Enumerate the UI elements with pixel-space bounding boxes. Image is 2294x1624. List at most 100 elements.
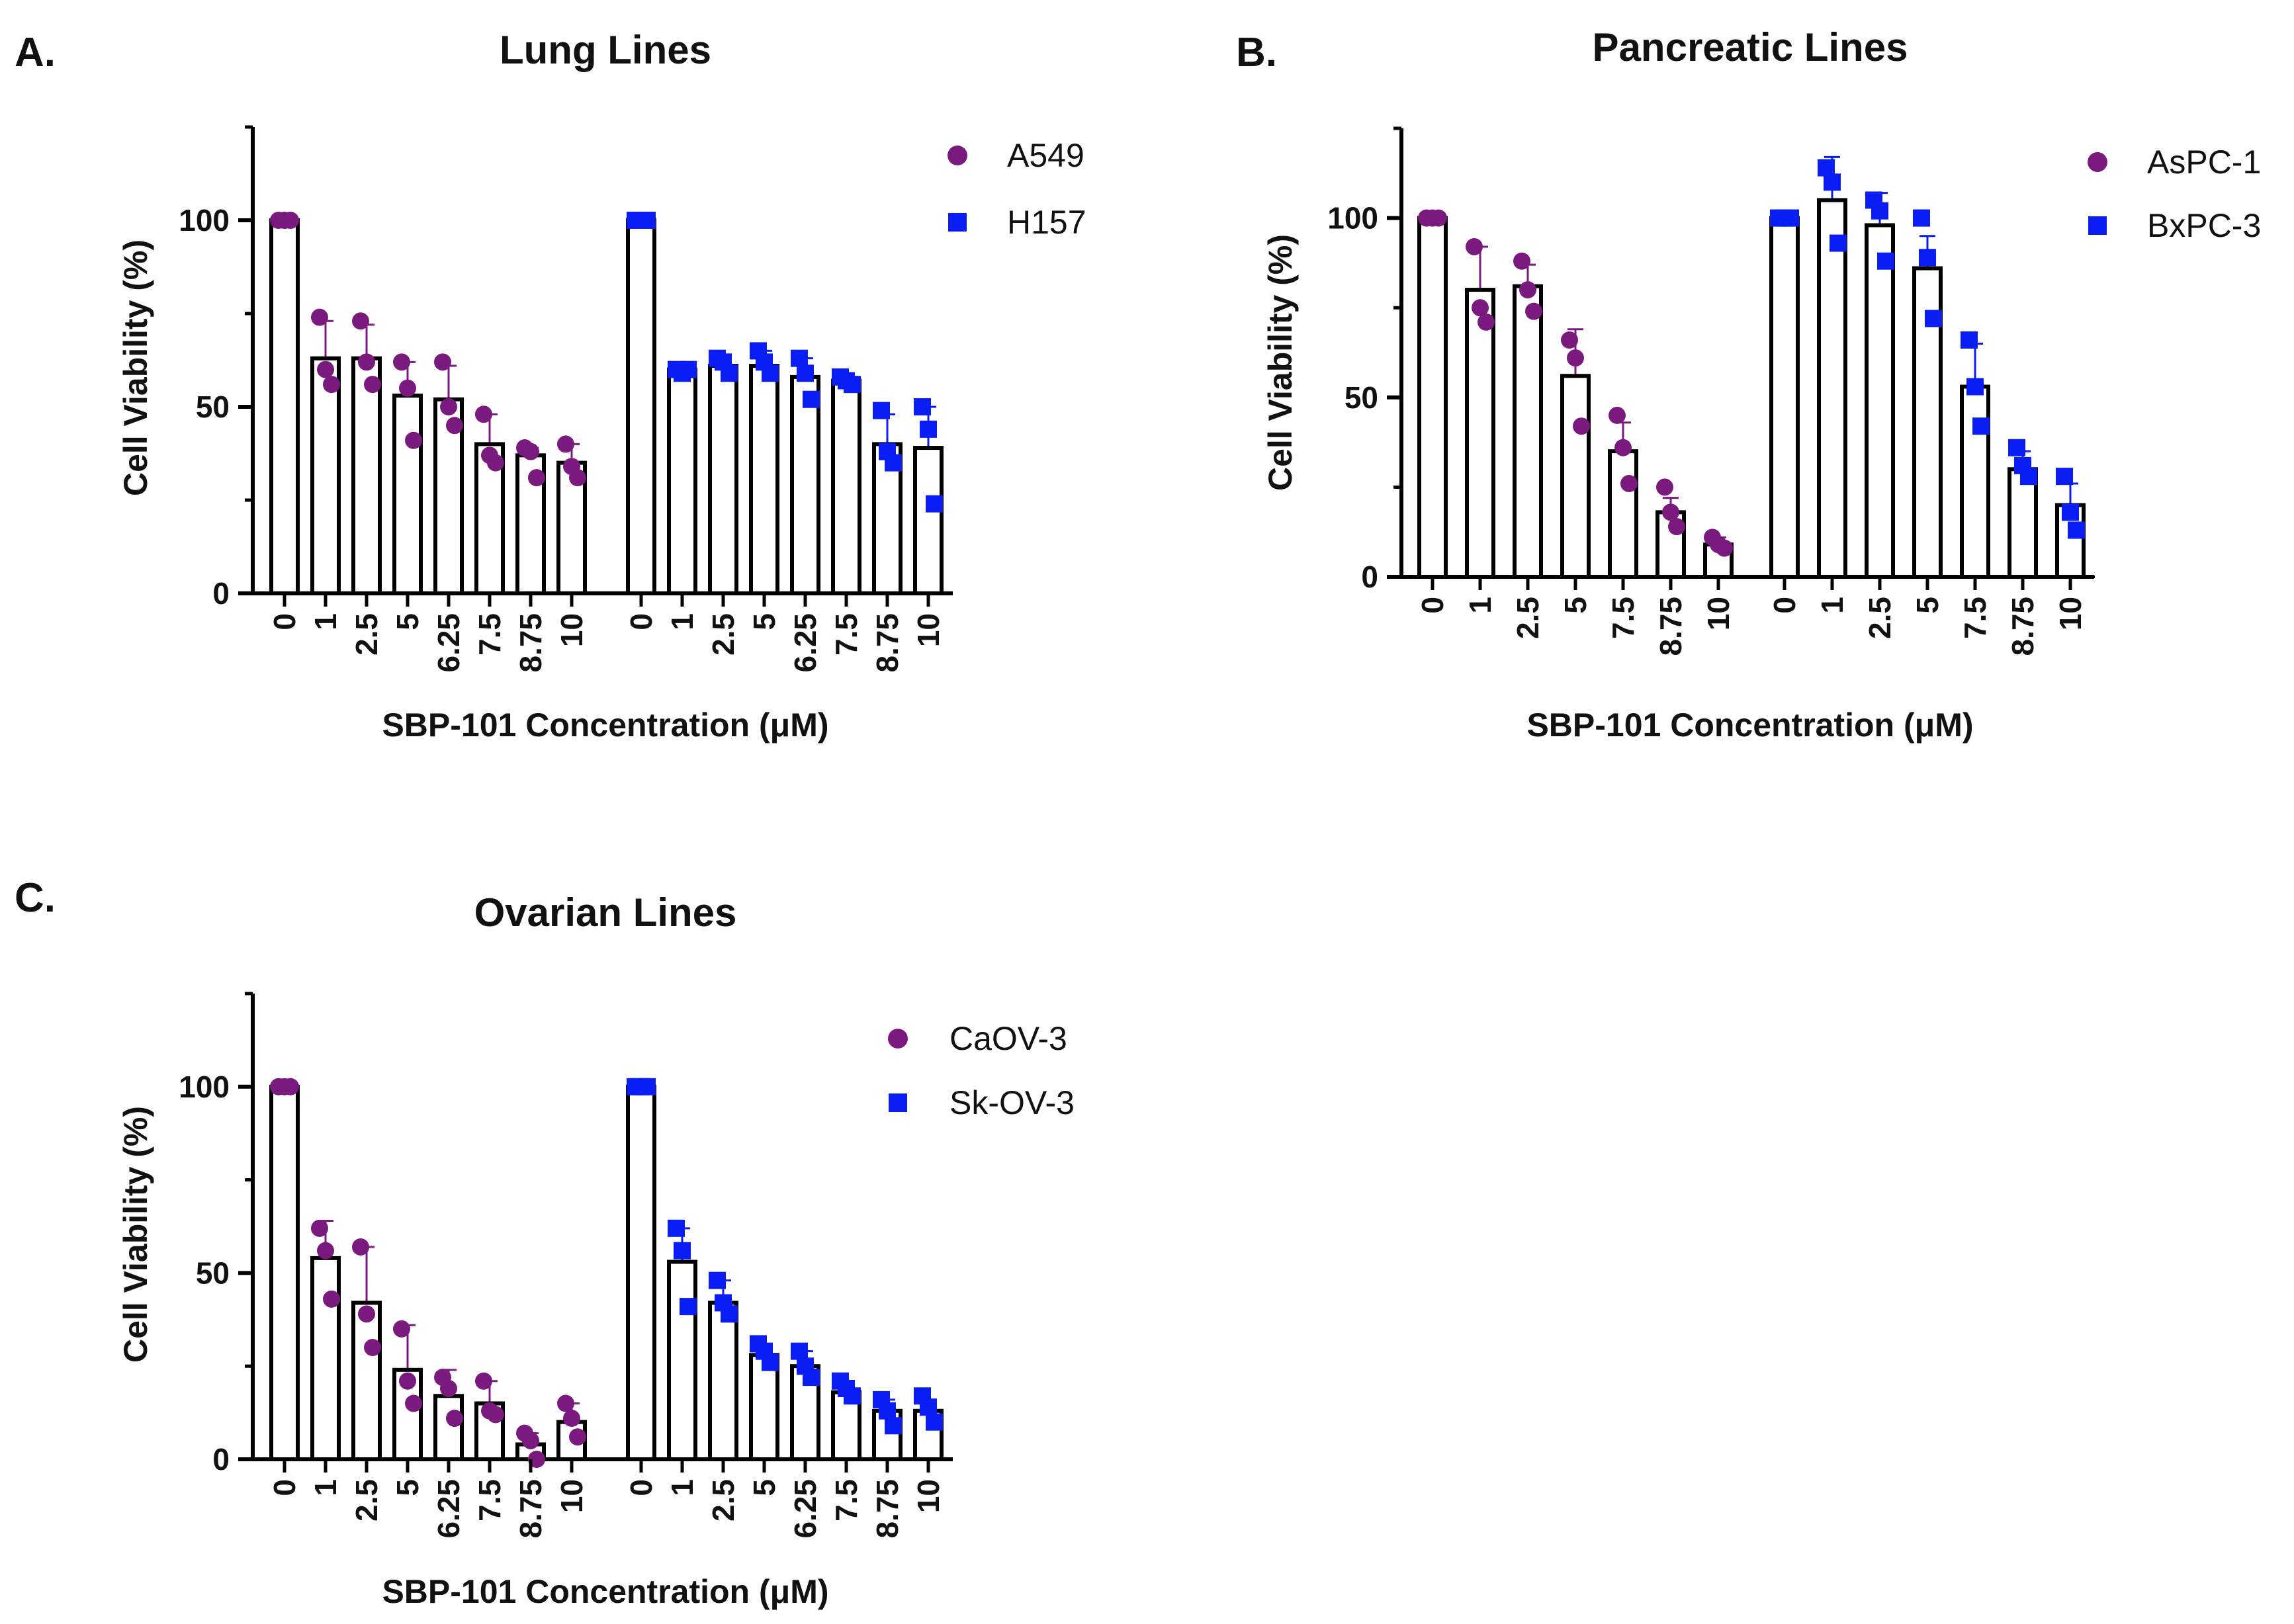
data-point-a549 <box>446 417 463 435</box>
data-point-caov-3 <box>364 1339 381 1357</box>
data-point-aspc-1 <box>1472 299 1489 317</box>
data-point-caov-3 <box>358 1305 375 1323</box>
data-point-caov-3 <box>399 1372 416 1390</box>
bar-aspc-1-7-5 <box>1608 449 1638 579</box>
data-point-bxpc-3 <box>2062 503 2079 521</box>
data-point-bxpc-3 <box>1919 249 1936 267</box>
data-point-sk-ov-3 <box>762 1353 779 1371</box>
x-tick-label: 0 <box>1415 597 1450 614</box>
bar-h157-6-25 <box>790 374 820 595</box>
data-point-a549 <box>282 212 299 229</box>
legend: A549 H157 <box>948 137 1086 241</box>
data-point-a549 <box>522 443 539 460</box>
data-point-caov-3 <box>405 1394 422 1412</box>
bar-caov-3-6-25 <box>433 1394 464 1462</box>
y-axis-label: Cell Viability (%) <box>117 239 154 496</box>
x-tick-label: 5 <box>390 613 425 630</box>
data-point-caov-3 <box>352 1238 369 1256</box>
data-point-h157 <box>920 420 937 438</box>
data-point-caov-3 <box>563 1410 580 1428</box>
bar-sk-ov-3-2-5 <box>708 1301 738 1462</box>
x-axis-label: SBP-101 Concentration (μM) <box>382 1573 828 1610</box>
data-point-aspc-1 <box>1620 474 1638 492</box>
data-point-h157 <box>844 376 861 394</box>
x-tick-label: 1 <box>1815 597 1849 614</box>
x-tick-label: 1 <box>665 613 699 630</box>
data-point-bxpc-3 <box>1972 417 1990 435</box>
y-tick-label: 100 <box>1327 201 1378 235</box>
data-point-caov-3 <box>446 1410 463 1428</box>
data-point-a549 <box>317 361 334 378</box>
x-tick-label: 5 <box>747 1479 781 1496</box>
data-point-h157 <box>926 495 943 513</box>
x-tick-label: 8.75 <box>870 613 904 673</box>
x-tick-label: 0 <box>267 613 302 630</box>
x-tick-label: 1 <box>308 1479 343 1496</box>
data-point-caov-3 <box>557 1394 574 1412</box>
x-tick-label: 2.5 <box>349 613 384 656</box>
x-tick-label: 6.25 <box>431 613 466 673</box>
data-point-bxpc-3 <box>2008 439 2025 456</box>
y-tick-label: 0 <box>212 576 230 611</box>
data-point-bxpc-3 <box>1830 234 1847 252</box>
x-tick-label: 6.25 <box>788 1479 822 1539</box>
bar-caov-3-0 <box>269 1084 300 1462</box>
panel-c-ovarian-lines: C. Ovarian Lines Cell Viability (%) SBP-… <box>15 875 1075 1610</box>
bar-bxpc-3-2-5 <box>1865 223 1895 579</box>
data-point-sk-ov-3 <box>803 1369 820 1387</box>
data-point-a549 <box>434 353 451 371</box>
x-tick-label: 7.5 <box>829 613 863 656</box>
bar-bxpc-3-8-75 <box>2007 467 2038 579</box>
x-tick-label: 10 <box>2053 597 2088 630</box>
bar-bxpc-3-7-5 <box>1960 384 1990 579</box>
bar-sk-ov-3-1 <box>667 1260 697 1462</box>
chart-title: Pancreatic Lines <box>1593 25 1908 69</box>
legend-marker-aspc1 <box>2088 152 2107 172</box>
legend-marker-a549 <box>948 146 967 165</box>
bar-caov-3-2-5 <box>351 1301 382 1462</box>
bar-h157-10 <box>913 446 944 595</box>
data-point-bxpc-3 <box>1925 310 1942 327</box>
data-point-a549 <box>475 406 492 423</box>
x-tick-label: 1 <box>308 613 343 630</box>
x-tick-label: 7.5 <box>472 1479 507 1521</box>
x-tick-label: 6.25 <box>431 1479 466 1539</box>
data-point-bxpc-3 <box>1871 202 1888 220</box>
x-tick-label: 8.75 <box>2006 597 2040 656</box>
bar-a549-1 <box>310 356 341 595</box>
data-point-a549 <box>405 431 422 449</box>
x-tick-label: 7.5 <box>1606 597 1640 639</box>
x-tick-label: 2.5 <box>1511 597 1545 639</box>
data-point-sk-ov-3 <box>791 1342 808 1360</box>
data-point-aspc-1 <box>1614 439 1632 456</box>
chart-title: Ovarian Lines <box>474 890 737 935</box>
data-point-caov-3 <box>317 1242 334 1260</box>
data-point-bxpc-3 <box>1824 173 1841 191</box>
legend-marker-bxpc3 <box>2088 216 2107 235</box>
x-tick-label: 5 <box>390 1479 425 1496</box>
data-point-a549 <box>557 435 574 453</box>
legend-label-h157: H157 <box>1007 204 1086 241</box>
data-point-sk-ov-3 <box>674 1242 691 1260</box>
data-point-aspc-1 <box>1716 539 1733 557</box>
x-tick-label: 8.75 <box>513 1479 548 1539</box>
panel-letter: B. <box>1236 30 1277 75</box>
x-tick-label: 10 <box>554 1479 589 1513</box>
x-axis-label: SBP-101 Concentration (μM) <box>1526 706 1973 744</box>
bar-a549-2-5 <box>351 356 382 595</box>
data-point-sk-ov-3 <box>680 1298 697 1316</box>
bar-a549-5 <box>392 394 423 596</box>
legend-label-caov3: CaOV-3 <box>949 1020 1067 1057</box>
data-point-aspc-1 <box>1662 503 1679 521</box>
x-tick-label: 7.5 <box>1958 597 1992 639</box>
data-point-sk-ov-3 <box>920 1398 937 1416</box>
data-point-h157 <box>680 361 697 378</box>
data-point-a549 <box>399 379 416 397</box>
data-point-h157 <box>914 398 931 415</box>
x-tick-label: 2.5 <box>706 1479 740 1521</box>
x-tick-label: 7.5 <box>472 613 507 656</box>
y-axis-label: Cell Viability (%) <box>1262 234 1299 491</box>
x-tick-label: 0 <box>267 1479 302 1496</box>
data-point-h157 <box>885 454 902 472</box>
